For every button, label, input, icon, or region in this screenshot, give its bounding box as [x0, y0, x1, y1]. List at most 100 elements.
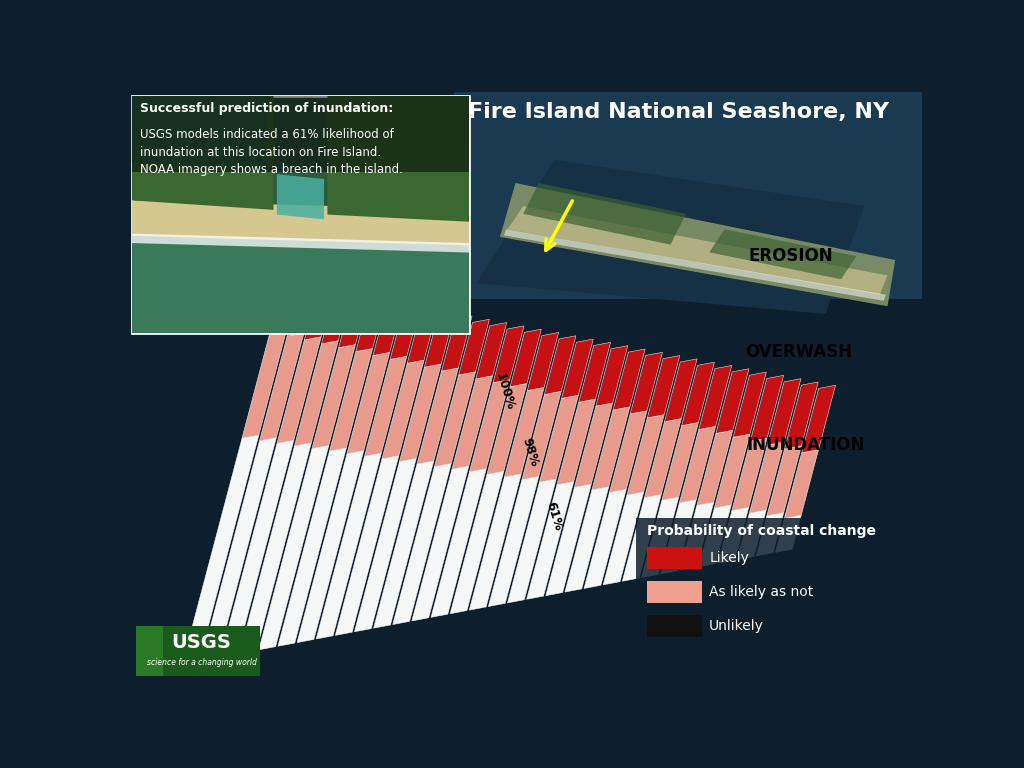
Polygon shape [579, 343, 610, 402]
Polygon shape [434, 372, 475, 467]
Polygon shape [732, 438, 767, 511]
Polygon shape [665, 359, 697, 422]
Polygon shape [316, 453, 381, 639]
Text: OVERWASH: OVERWASH [744, 343, 852, 362]
Polygon shape [540, 396, 579, 482]
Polygon shape [784, 382, 818, 449]
Polygon shape [716, 369, 749, 433]
Polygon shape [295, 341, 338, 446]
Polygon shape [287, 286, 316, 336]
Polygon shape [526, 482, 573, 599]
Polygon shape [354, 458, 417, 632]
Polygon shape [613, 349, 645, 410]
Text: Likely: Likely [710, 551, 750, 565]
Polygon shape [527, 333, 559, 391]
Polygon shape [647, 356, 680, 418]
Polygon shape [710, 229, 856, 280]
Polygon shape [662, 422, 698, 500]
Bar [636, 518, 891, 660]
Polygon shape [278, 448, 346, 646]
Polygon shape [737, 510, 766, 560]
Polygon shape [373, 303, 402, 356]
Polygon shape [322, 293, 351, 344]
Polygon shape [365, 356, 407, 456]
Polygon shape [505, 387, 544, 477]
Polygon shape [328, 96, 469, 222]
Polygon shape [510, 329, 542, 386]
Polygon shape [603, 492, 644, 585]
Polygon shape [697, 430, 733, 505]
Text: Unlikely: Unlikely [710, 619, 764, 633]
Polygon shape [523, 183, 686, 245]
Polygon shape [451, 472, 504, 614]
Polygon shape [276, 174, 324, 220]
Polygon shape [259, 445, 329, 650]
Polygon shape [399, 364, 441, 462]
Text: Successful prediction of inundation:: Successful prediction of inundation: [139, 102, 393, 115]
Text: EROSION: EROSION [749, 247, 833, 265]
Polygon shape [469, 379, 510, 472]
Polygon shape [545, 336, 575, 395]
Text: USGS: USGS [172, 633, 231, 652]
Polygon shape [182, 435, 259, 664]
Polygon shape [802, 386, 836, 453]
Polygon shape [431, 468, 486, 617]
Polygon shape [627, 415, 665, 495]
Polygon shape [477, 160, 864, 314]
Polygon shape [312, 345, 355, 449]
Polygon shape [715, 434, 750, 508]
Polygon shape [242, 329, 287, 439]
Text: 61%: 61% [543, 500, 564, 532]
Polygon shape [487, 383, 527, 475]
Polygon shape [500, 183, 895, 306]
Polygon shape [259, 333, 304, 441]
Polygon shape [508, 206, 888, 295]
Bar [647, 615, 701, 637]
Polygon shape [132, 233, 469, 253]
Bar [136, 626, 163, 676]
Polygon shape [784, 450, 818, 518]
Polygon shape [408, 310, 437, 363]
Polygon shape [374, 461, 434, 628]
Polygon shape [330, 349, 373, 452]
Bar [136, 626, 260, 676]
Polygon shape [641, 497, 679, 578]
Polygon shape [750, 442, 784, 513]
Polygon shape [546, 485, 591, 596]
Text: INUNDATION: INUNDATION [746, 435, 865, 454]
Polygon shape [596, 346, 628, 406]
Polygon shape [609, 411, 647, 492]
Bar [647, 548, 701, 569]
Bar [647, 581, 701, 603]
Polygon shape [297, 451, 364, 643]
Polygon shape [775, 515, 801, 552]
Polygon shape [698, 505, 731, 567]
Polygon shape [557, 399, 596, 485]
Bar [132, 96, 469, 172]
Polygon shape [202, 438, 276, 660]
Bar [132, 233, 469, 333]
Text: 98%: 98% [520, 436, 541, 468]
Polygon shape [240, 443, 311, 654]
Polygon shape [718, 508, 749, 563]
Polygon shape [574, 403, 612, 488]
Polygon shape [270, 283, 299, 332]
Polygon shape [504, 229, 886, 301]
Polygon shape [220, 440, 294, 657]
Text: USGS models indicated a 61% likelihood of
inundation at this location on Fire Is: USGS models indicated a 61% likelihood o… [139, 128, 402, 177]
Text: science for a changing world: science for a changing world [146, 658, 257, 667]
Polygon shape [767, 445, 802, 516]
Polygon shape [441, 316, 472, 371]
Polygon shape [390, 306, 420, 359]
Polygon shape [522, 391, 561, 480]
Polygon shape [347, 353, 390, 454]
Polygon shape [733, 372, 766, 437]
Polygon shape [698, 366, 732, 429]
Polygon shape [339, 296, 369, 348]
Polygon shape [682, 362, 715, 425]
Polygon shape [565, 487, 608, 592]
Polygon shape [751, 376, 783, 441]
Polygon shape [630, 353, 663, 414]
Text: Fire Island National Seashore, NY: Fire Island National Seashore, NY [468, 102, 889, 122]
Polygon shape [412, 466, 469, 621]
